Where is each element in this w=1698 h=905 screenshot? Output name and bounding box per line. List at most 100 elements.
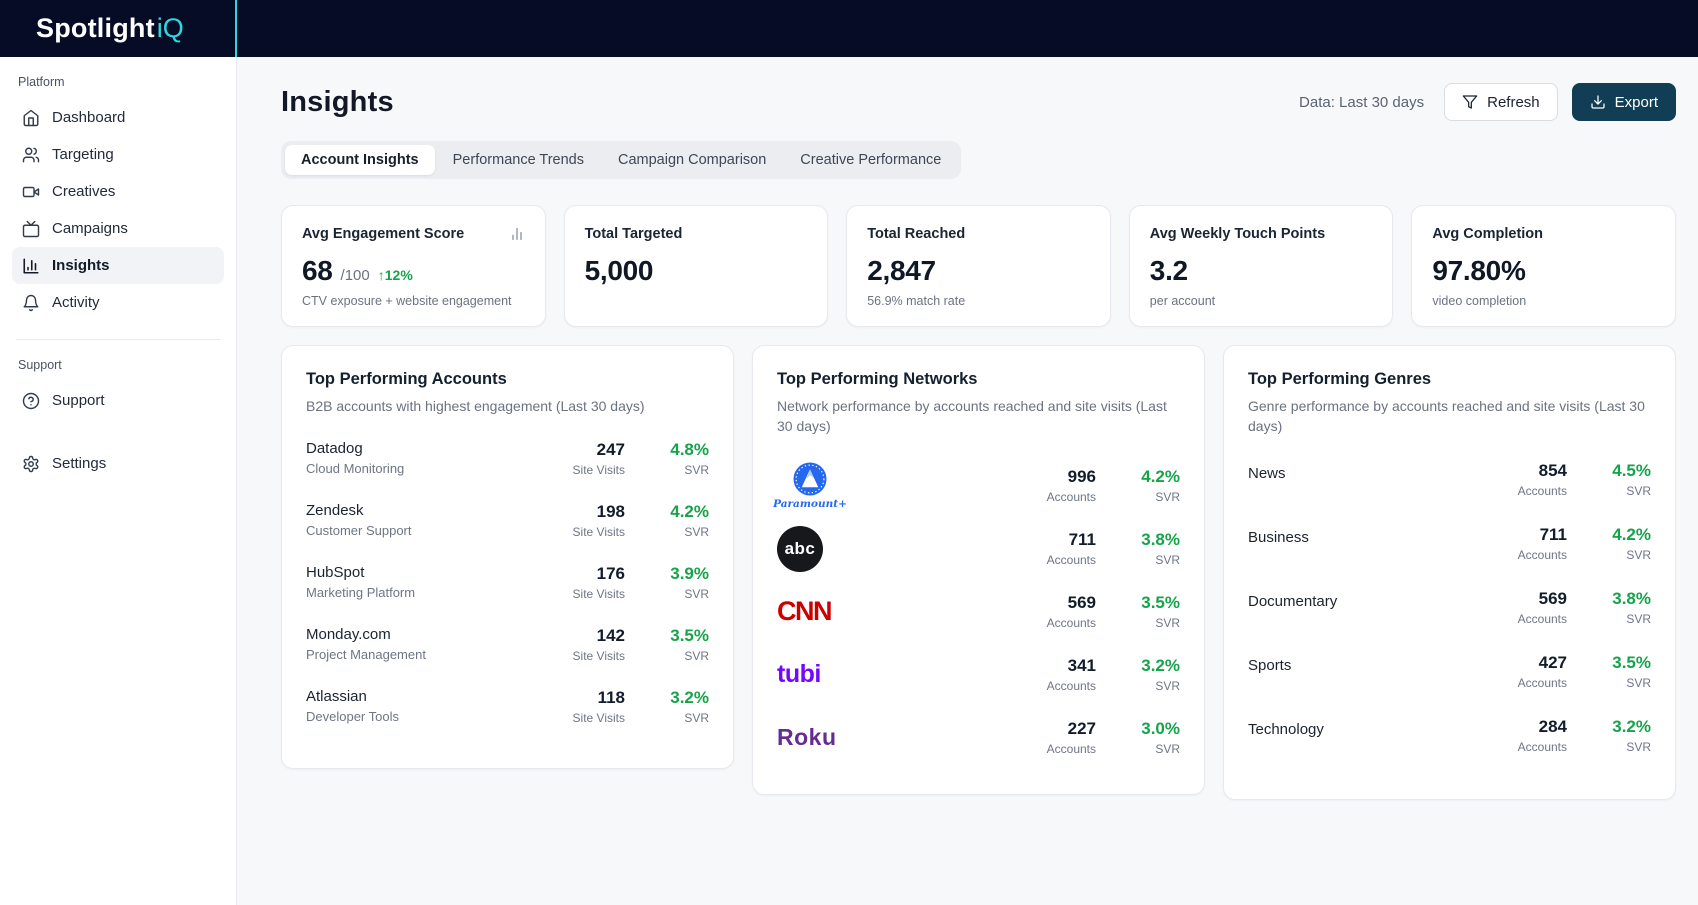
sidebar-item-campaigns[interactable]: Campaigns (12, 210, 224, 247)
logo-text-primary: Spotlight (36, 13, 155, 43)
svr-label: SVR (684, 587, 709, 602)
account-name: HubSpot (306, 564, 365, 582)
kpi-subtitle: 56.9% match rate (867, 294, 966, 308)
accounts-value: 341 (1067, 656, 1096, 676)
svr-value: 3.8% (1612, 588, 1651, 608)
kpi-value: 2,847 (867, 255, 936, 286)
panel-title: Top Performing Accounts (306, 370, 507, 388)
insight-panels-row: Top Performing Accounts B2B accounts wit… (281, 345, 1676, 800)
accounts-label: Accounts (1046, 490, 1096, 505)
tab-campaign-comparison[interactable]: Campaign Comparison (618, 152, 767, 168)
svr-value: 3.5% (1141, 593, 1180, 613)
site-visits-value: 247 (596, 440, 625, 460)
refresh-button[interactable]: Refresh (1444, 83, 1558, 121)
sidebar-item-label: Settings (52, 455, 107, 472)
sidebar-item-creatives[interactable]: Creatives (12, 173, 224, 210)
network-row-roku: Roku 227 Accounts 3.0% SVR (777, 713, 1180, 763)
sidebar-item-activity[interactable]: Activity (12, 284, 224, 321)
accounts-label: Accounts (1046, 742, 1096, 757)
accounts-label: Accounts (1517, 483, 1567, 498)
kpi-title: Avg Engagement Score (302, 226, 465, 242)
tab-account-insights[interactable]: Account Insights (285, 145, 435, 175)
panel-subtitle: B2B accounts with highest engagement (La… (306, 398, 645, 414)
svr-value: 4.2% (1612, 524, 1651, 544)
main-content: Insights Data: Last 30 days Refresh Expo… (237, 57, 1698, 905)
sidebar-item-label: Insights (52, 257, 110, 274)
bell-icon (23, 294, 39, 311)
users-icon (22, 147, 40, 162)
sidebar-section-support: Support (18, 358, 62, 372)
kpi-subtitle: video completion (1432, 294, 1527, 308)
tab-creative-performance[interactable]: Creative Performance (800, 152, 942, 168)
sidebar-divider (16, 339, 220, 340)
account-category: Project Management (306, 647, 426, 663)
svr-label: SVR (1155, 742, 1180, 757)
accounts-label: Accounts (1046, 616, 1096, 631)
sidebar-item-label: Campaigns (52, 220, 128, 237)
kpi-value: 5,000 (584, 255, 654, 286)
account-name: Zendesk (306, 502, 364, 520)
export-button-label: Export (1614, 93, 1658, 111)
roku-logo: Roku (777, 724, 837, 751)
sidebar-item-dashboard[interactable]: Dashboard (12, 99, 224, 136)
svr-label: SVR (1626, 675, 1651, 690)
svr-value: 4.2% (1141, 467, 1180, 487)
kpi-card-row: Avg Engagement Score 68 /100 ↑12% CTV ex… (281, 205, 1676, 327)
accounts-value: 569 (1067, 593, 1096, 613)
kpi-avg-engagement-score: Avg Engagement Score 68 /100 ↑12% CTV ex… (281, 205, 546, 327)
panel-subtitle: Network performance by accounts reached … (777, 398, 1167, 435)
home-icon (23, 109, 39, 126)
accounts-value: 227 (1067, 719, 1096, 739)
panel-title: Top Performing Genres (1248, 370, 1432, 388)
sidebar-item-label: Dashboard (52, 109, 126, 126)
genre-row-business: Business 711 Accounts 4.2% SVR (1248, 525, 1651, 562)
tubi-logo: tubi (777, 660, 821, 689)
svr-value: 3.9% (670, 564, 709, 584)
kpi-value: 68 (302, 255, 333, 286)
insights-tab-bar: Account Insights Performance Trends Camp… (281, 141, 962, 179)
account-name: Datadog (306, 440, 363, 458)
paramount-mountain-icon (793, 462, 827, 496)
account-name: Monday.com (306, 626, 391, 644)
kpi-title: Total Reached (867, 226, 966, 242)
kpi-subtitle: CTV exposure + website engagement (302, 294, 512, 308)
accounts-value: 427 (1538, 652, 1567, 672)
account-category: Marketing Platform (306, 585, 416, 601)
kpi-total-reached: Total Reached 2,847 56.9% match rate (846, 205, 1111, 327)
account-row-datadog: Datadog Cloud Monitoring 247 Site Visits… (306, 440, 709, 477)
kpi-title: Avg Weekly Touch Points (1149, 226, 1326, 242)
svr-value: 3.0% (1141, 719, 1180, 739)
svr-value: 3.2% (1141, 656, 1180, 676)
page-title: Insights (281, 85, 394, 118)
network-row-abc: abc 711 Accounts 3.8% SVR (777, 524, 1180, 574)
kpi-delta-badge: ↑12% (377, 267, 413, 283)
genre-row-news: News 854 Accounts 4.5% SVR (1248, 461, 1651, 498)
sidebar-item-targeting[interactable]: Targeting (12, 136, 224, 173)
panel-title: Top Performing Networks (777, 370, 978, 388)
sidebar-item-insights[interactable]: Insights (12, 247, 224, 284)
account-row-monday: Monday.com Project Management 142 Site V… (306, 626, 709, 663)
svr-label: SVR (1155, 616, 1180, 631)
panel-subtitle: Genre performance by accounts reached an… (1248, 398, 1645, 435)
export-button[interactable]: Export (1571, 83, 1676, 121)
site-visits-label: Site Visits (572, 525, 625, 540)
site-visits-value: 142 (596, 626, 625, 646)
abc-logo: abc (777, 525, 823, 572)
genre-row-sports: Sports 427 Accounts 3.5% SVR (1248, 653, 1651, 690)
svr-label: SVR (1626, 483, 1651, 498)
kpi-value: 97.80% (1432, 255, 1526, 286)
funnel-filter-icon (1462, 95, 1478, 109)
svr-label: SVR (684, 463, 709, 478)
mini-bar-chart-icon (511, 228, 522, 240)
accounts-value: 996 (1067, 467, 1096, 487)
site-visits-label: Site Visits (572, 649, 625, 664)
accounts-value: 569 (1538, 588, 1567, 608)
sidebar-item-settings[interactable]: Settings (12, 445, 224, 482)
tab-performance-trends[interactable]: Performance Trends (452, 152, 584, 168)
site-visits-value: 118 (597, 688, 625, 708)
sidebar-item-support[interactable]: Support (12, 382, 224, 419)
genre-row-documentary: Documentary 569 Accounts 3.8% SVR (1248, 589, 1651, 626)
sidebar-item-label: Activity (52, 294, 100, 311)
account-category: Cloud Monitoring (306, 461, 405, 477)
top-performing-genres-panel: Top Performing Genres Genre performance … (1223, 345, 1676, 800)
